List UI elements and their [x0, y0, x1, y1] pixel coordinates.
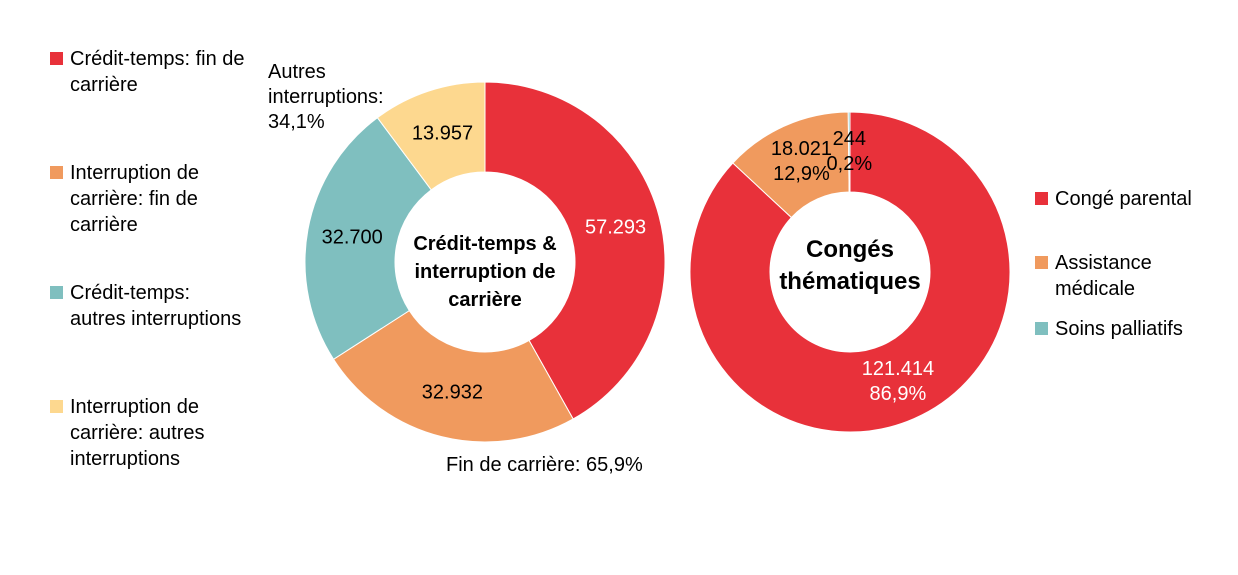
annotation: Autres interruptions: 34,1% [268, 61, 384, 133]
legend-label: Crédit-temps: fin de carrière [70, 48, 245, 96]
legend-swatch [1035, 322, 1048, 335]
annotation: Fin de carrière: 65,9% [446, 454, 643, 476]
legend-swatch [50, 286, 63, 299]
legend-label: Assistance médicale [1055, 252, 1152, 300]
data-label: 121.414 86,9% [862, 357, 934, 407]
legend-entry: Soins palliatifs [1035, 316, 1215, 342]
legend-entry: Interruption de carrière: fin de carrièr… [50, 160, 245, 238]
legend-swatch [1035, 256, 1048, 269]
percent-label: 0,2% [826, 153, 873, 175]
legend-label: Soins palliatifs [1055, 318, 1183, 340]
legend-entry: Assistance médicale [1035, 250, 1215, 302]
center-label: Crédit-temps & interruption de carrière [413, 233, 557, 311]
legend-swatch [50, 166, 63, 179]
value-label: 121.414 [861, 358, 935, 381]
center-label: Congés thématiques [779, 236, 921, 295]
legend-label: Interruption de carrière: fin de carrièr… [70, 162, 199, 236]
data-label: 32.700 [322, 225, 383, 250]
data-label: 244 0,2% [827, 127, 873, 177]
legend-entry: Crédit-temps: autres interruptions [50, 280, 245, 332]
legend-label: Interruption de carrière: autres interru… [70, 396, 205, 470]
legend-entry: Crédit-temps: fin de carrière [50, 46, 245, 98]
donut-slice [332, 309, 574, 443]
donut-slice [376, 81, 486, 191]
legend-entry: Interruption de carrière: autres interru… [50, 394, 245, 472]
legend-label: Congé parental [1055, 188, 1192, 210]
data-label: 13.957 [412, 121, 473, 146]
donut-slice [689, 111, 1011, 433]
donut-slice [847, 111, 851, 193]
legend-swatch [50, 400, 63, 413]
percent-label: 86,9% [869, 383, 927, 406]
value-label: 18.021 [770, 138, 833, 161]
legend-entry: Congé parental [1035, 186, 1215, 212]
legend-label: Crédit-temps: autres interruptions [70, 282, 242, 330]
donut-slice [484, 81, 666, 420]
value-label: 13.957 [411, 122, 474, 145]
data-label: 18.021 12,9% [771, 137, 832, 187]
legend-swatch [50, 52, 63, 65]
legend-swatch [1035, 192, 1048, 205]
data-label: 57.293 [585, 215, 646, 240]
value-label: 244 [832, 128, 867, 150]
data-label: 32.932 [422, 380, 483, 405]
donut-slice [304, 116, 432, 360]
value-label: 57.293 [585, 216, 647, 239]
value-label: 32.700 [321, 226, 383, 249]
value-label: 32.932 [421, 381, 483, 404]
percent-label: 12,9% [773, 163, 830, 186]
